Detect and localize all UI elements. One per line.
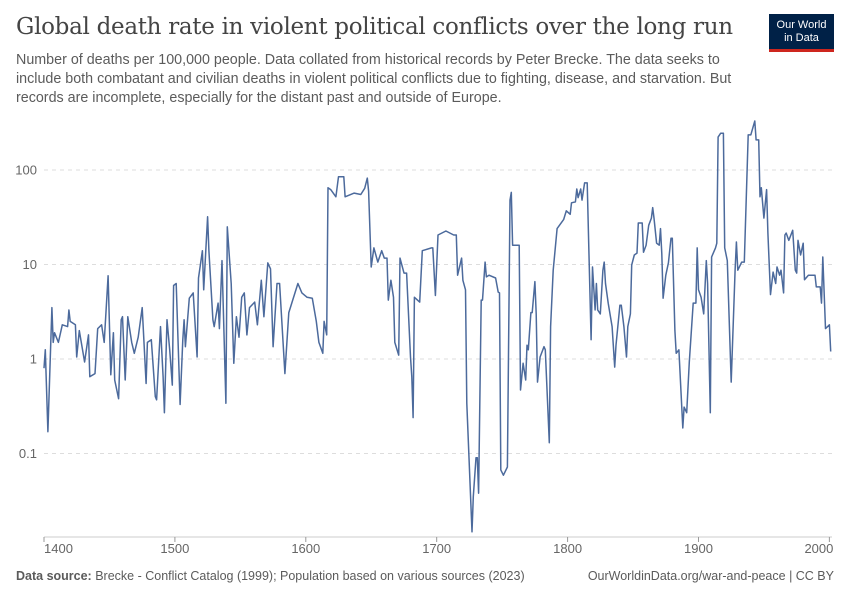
x-tick-label: 1400 xyxy=(44,541,73,556)
data-source-text: Brecke - Conflict Catalog (1999); Popula… xyxy=(95,569,525,583)
data-source: Data source: Brecke - Conflict Catalog (… xyxy=(16,569,525,583)
y-axis: 0.1 1 10 100 xyxy=(15,163,37,462)
footer-link[interactable]: OurWorldinData.org/war-and-peace | CC BY xyxy=(587,569,834,583)
y-tick-label: 10 xyxy=(23,257,37,272)
y-tick-label: 1 xyxy=(30,352,37,367)
x-tick-label: 2000 xyxy=(804,541,833,556)
x-tick-label: 1700 xyxy=(422,541,451,556)
owid-logo[interactable]: Our World in Data xyxy=(769,14,834,52)
x-tick-label: 1900 xyxy=(684,541,713,556)
y-tick-label: 0.1 xyxy=(19,446,37,461)
x-tick-label: 1800 xyxy=(553,541,582,556)
gridlines xyxy=(44,169,832,454)
x-axis: 1400 1500 1600 1700 1800 1900 2000 xyxy=(43,536,833,556)
y-tick-label: 100 xyxy=(15,163,37,178)
x-tick-label: 1600 xyxy=(291,541,320,556)
chart-title: Global death rate in violent political c… xyxy=(16,14,733,40)
x-tick-label: 1500 xyxy=(160,541,189,556)
logo-line-1: Our World xyxy=(776,19,827,31)
series-line[interactable] xyxy=(43,120,832,533)
chart-subtitle: Number of deaths per 100,000 people. Dat… xyxy=(16,52,732,106)
data-source-label: Data source: xyxy=(16,569,92,583)
logo-line-2: in Data xyxy=(784,32,819,44)
